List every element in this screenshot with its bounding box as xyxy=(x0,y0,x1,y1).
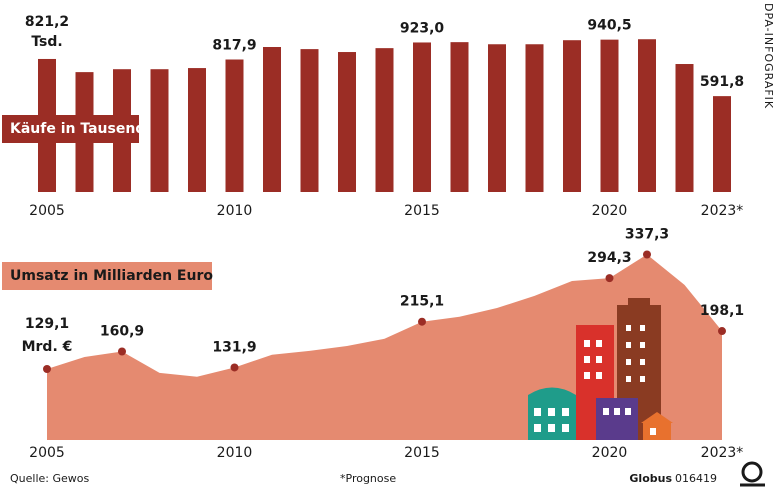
value-label: 294,3 xyxy=(587,250,631,266)
value-label: 198,1 xyxy=(700,303,744,319)
bar xyxy=(263,47,281,193)
bar xyxy=(338,52,356,193)
unit-label: Tsd. xyxy=(31,34,62,50)
bar xyxy=(600,39,619,192)
point xyxy=(718,327,726,336)
point xyxy=(418,317,426,326)
bar xyxy=(525,44,544,193)
value-label: 215,1 xyxy=(400,294,444,310)
bar xyxy=(300,49,319,193)
x-tick-label: 2020 xyxy=(592,445,628,461)
bar xyxy=(375,48,394,193)
bar xyxy=(225,59,244,192)
credit: DPA-INFOGRAFIK xyxy=(762,3,775,109)
globus-logo xyxy=(740,461,765,487)
value-label: 923,0 xyxy=(400,20,445,36)
bar xyxy=(150,69,169,192)
point xyxy=(118,347,126,356)
unit-label: Mrd. € xyxy=(22,339,73,355)
value-label: 817,9 xyxy=(212,38,256,54)
bar xyxy=(188,68,206,192)
bar xyxy=(75,72,94,192)
x-tick-label: 2010 xyxy=(217,445,253,461)
bar xyxy=(113,69,131,192)
x-tick-label: 2023* xyxy=(701,203,744,219)
value-label: 337,3 xyxy=(625,226,669,242)
x-tick-label: 2015 xyxy=(404,445,440,461)
x-tick-label: 2005 xyxy=(29,445,65,461)
buildings-illustration xyxy=(528,298,673,440)
x-tick-label: 2023* xyxy=(701,445,744,461)
x-tick-label: 2015 xyxy=(404,203,440,219)
point xyxy=(605,274,614,283)
value-label: 160,9 xyxy=(100,324,144,340)
x-tick-label: 2005 xyxy=(29,203,65,219)
point xyxy=(643,250,651,259)
value-label: 940,5 xyxy=(587,18,631,34)
x-tick-label: 2010 xyxy=(217,203,253,219)
x-tick-label: 2020 xyxy=(592,203,628,219)
value-label: 129,1 xyxy=(25,316,69,332)
bar xyxy=(563,40,581,193)
bar xyxy=(38,58,56,192)
chart-label: Umsatz in Milliarden Euro xyxy=(10,268,213,284)
brand: Globus xyxy=(629,472,672,485)
chart-label: Käufe in Tausend xyxy=(10,121,145,137)
value-label: 591,8 xyxy=(700,74,744,90)
bar-chart: 821,2 Tsd. 817,9 923,0 940,5 591,8 Käufe in Ta… xyxy=(10,14,744,219)
point xyxy=(230,363,239,372)
label-box xyxy=(2,262,212,290)
note: *Prognose xyxy=(340,472,396,485)
bar xyxy=(413,42,431,192)
point xyxy=(43,364,51,373)
bar xyxy=(713,96,731,192)
graphic-id: 016419 xyxy=(675,472,717,485)
bar xyxy=(488,44,506,193)
value-label: 131,9 xyxy=(212,339,256,355)
value-label: 821,2 xyxy=(25,14,69,30)
bar xyxy=(450,42,469,193)
bar xyxy=(675,64,694,192)
bar xyxy=(638,39,656,192)
source: Quelle: Gewos xyxy=(10,472,89,485)
